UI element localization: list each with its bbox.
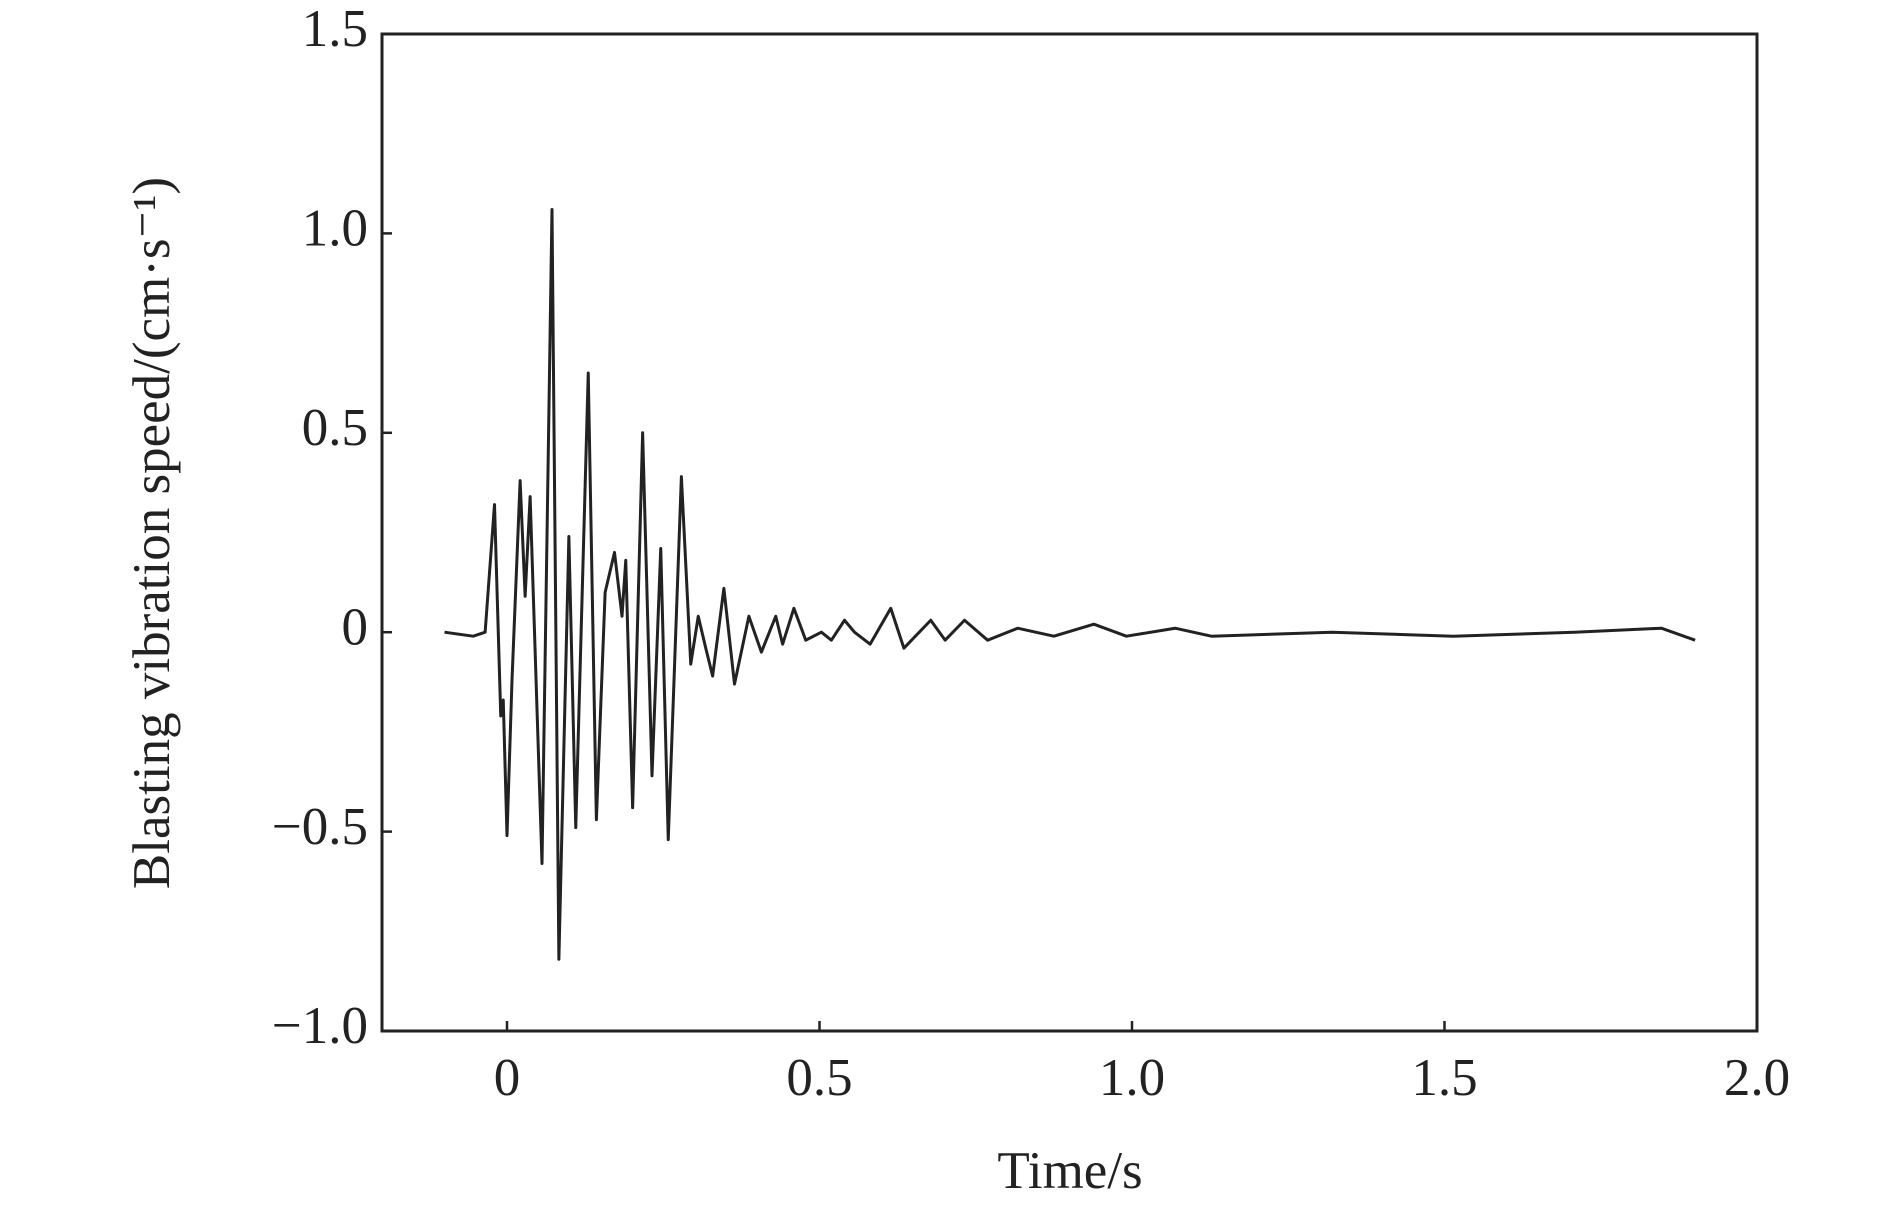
y-tick-label: 1.5 bbox=[302, 0, 368, 58]
x-tick-label: 1.0 bbox=[1099, 1049, 1165, 1107]
y-tick-label: 0 bbox=[342, 598, 369, 656]
x-tick-label: 2.0 bbox=[1724, 1049, 1790, 1107]
x-axis-label: Time/s bbox=[997, 1142, 1142, 1200]
y-tick-label: −0.5 bbox=[272, 798, 368, 856]
x-tick-label: 0.5 bbox=[786, 1049, 852, 1107]
y-tick-label: 1.0 bbox=[302, 200, 368, 258]
y-tick-label: −1.0 bbox=[272, 997, 368, 1055]
x-tick-label: 1.5 bbox=[1411, 1049, 1477, 1107]
y-tick-label: 0.5 bbox=[302, 399, 368, 457]
x-tick-label: 0 bbox=[494, 1049, 521, 1107]
y-axis-label: Blasting vibration speed/(cm·s⁻¹) bbox=[123, 177, 181, 889]
plot-frame bbox=[380, 32, 1759, 1033]
data-line bbox=[444, 207, 1696, 961]
